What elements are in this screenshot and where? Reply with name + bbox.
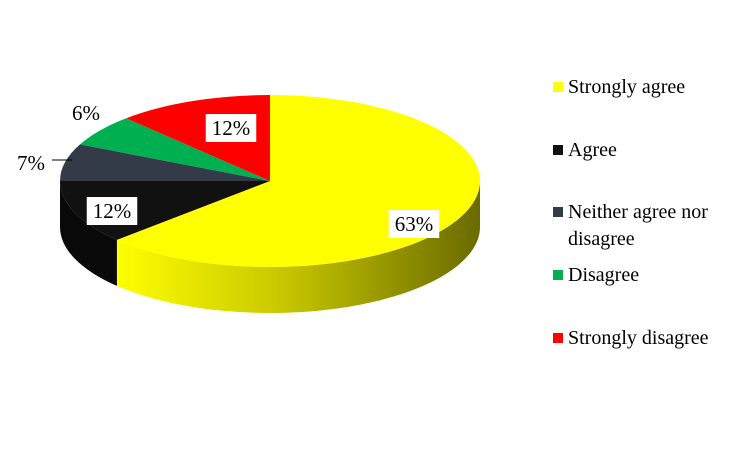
data-label-text: 6% (72, 101, 100, 125)
pie-side-walls (59, 181, 480, 314)
slice-neither-agree-nor-disagree (60, 144, 270, 181)
legend-item-strongly-disagree: Strongly disagree (553, 327, 709, 349)
data-label-box (205, 114, 257, 142)
legend-label: Agree (568, 139, 617, 161)
data-label-neither-agree-nor-disagree: 7% (17, 151, 45, 175)
legend-label: Disagree (568, 264, 639, 286)
legend-swatch (553, 145, 563, 155)
data-label-strongly-agree: 63% (388, 210, 440, 238)
data-label-text: 12% (93, 199, 132, 223)
slice-agree (59, 181, 270, 240)
legend: Strongly agree Agree Neither agree nor disa… (553, 76, 709, 349)
data-label-strongly-disagree: 12% (205, 114, 257, 142)
legend-item-strongly-agree: Strongly agree (553, 76, 685, 98)
legend-label: disagree (568, 228, 635, 250)
data-labels: 63% 12% 7% 6% 12% (17, 101, 440, 238)
data-label-disagree: 6% (72, 101, 100, 125)
legend-item-agree: Agree (553, 139, 617, 161)
data-label-box (388, 210, 440, 238)
legend-label: Strongly agree (568, 76, 685, 98)
pie-slices (59, 95, 481, 267)
data-label-text: 7% (17, 151, 45, 175)
data-label-box (86, 197, 138, 225)
data-label-agree: 12% (86, 197, 138, 225)
slice-side-strongly-agree (116, 181, 480, 314)
legend-label: Strongly disagree (568, 327, 709, 349)
legend-item-neither-agree-nor-disagree: Neither agree nor disagree (553, 201, 708, 250)
legend-label: Neither agree nor (568, 201, 708, 223)
data-label-text: 63% (395, 212, 434, 236)
legend-swatch (553, 270, 563, 280)
data-label-text: 12% (212, 116, 251, 140)
legend-swatch (553, 207, 563, 217)
legend-item-disagree: Disagree (553, 264, 639, 286)
legend-swatch (553, 82, 563, 92)
legend-swatch (553, 333, 563, 343)
slice-disagree (79, 118, 270, 181)
slice-side-agree (59, 181, 117, 286)
